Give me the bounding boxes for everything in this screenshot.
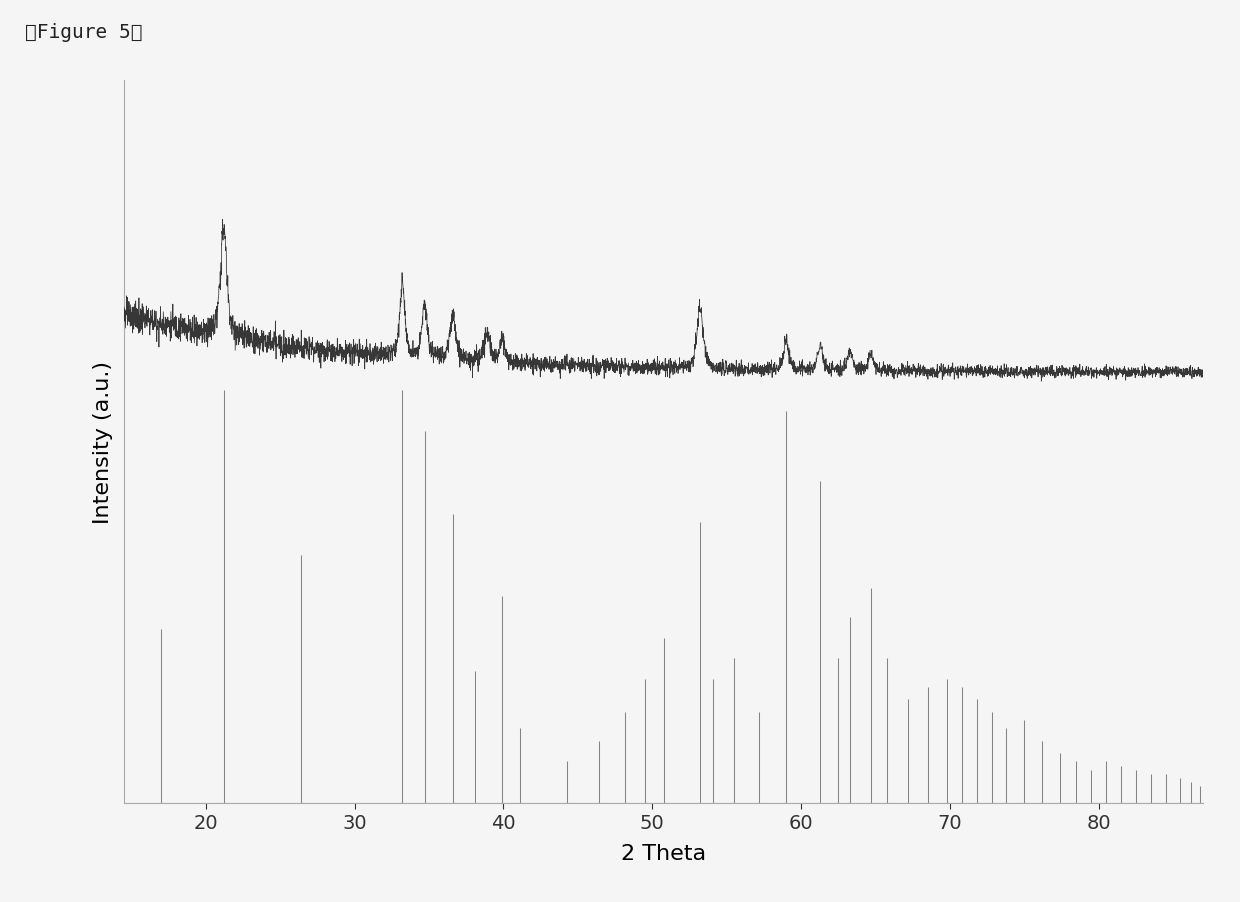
X-axis label: 2 Theta: 2 Theta (621, 843, 706, 863)
Y-axis label: Intensity (a.u.): Intensity (a.u.) (93, 361, 113, 523)
Text: 『Figure 5』: 『Figure 5』 (25, 23, 143, 41)
